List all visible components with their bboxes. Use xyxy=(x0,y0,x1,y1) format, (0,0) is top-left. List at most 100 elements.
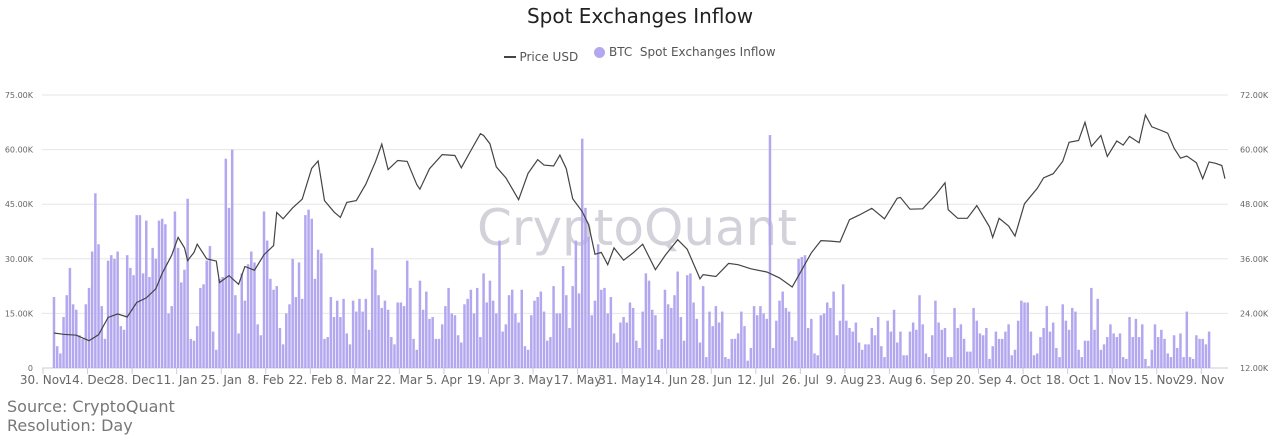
bar xyxy=(654,315,657,368)
bar xyxy=(841,284,845,368)
legend: Price USD BTC Spot Exchanges Inflow xyxy=(0,45,1280,64)
y-left-tick-label: 75.00K xyxy=(5,91,34,100)
bar xyxy=(666,304,670,368)
bar xyxy=(819,315,823,368)
bar xyxy=(545,340,549,368)
bar xyxy=(899,331,902,368)
bar xyxy=(386,309,390,368)
bar xyxy=(154,258,158,368)
bar xyxy=(1147,366,1150,368)
bar xyxy=(173,211,177,368)
bar xyxy=(129,267,132,368)
bar xyxy=(886,320,889,368)
bar xyxy=(536,297,539,368)
bar xyxy=(600,289,603,368)
bar xyxy=(1096,298,1099,368)
bar xyxy=(542,311,546,368)
bar xyxy=(399,302,403,368)
bar xyxy=(825,302,829,368)
bar xyxy=(835,335,839,368)
bar xyxy=(262,211,266,368)
bar xyxy=(911,322,915,368)
bar xyxy=(1010,355,1014,368)
bar xyxy=(383,300,387,368)
bar xyxy=(1141,324,1144,368)
x-tick-label: 28. Jun xyxy=(690,373,732,387)
bar xyxy=(1083,340,1087,368)
bar xyxy=(625,322,629,368)
bar xyxy=(679,317,683,368)
bar xyxy=(361,311,364,368)
bar xyxy=(450,313,454,368)
x-tick-label: 12. Jul xyxy=(737,373,774,387)
bar xyxy=(1204,344,1208,368)
bar xyxy=(622,317,625,368)
bar xyxy=(65,295,68,368)
bar xyxy=(972,307,975,368)
bar xyxy=(565,295,568,368)
bar xyxy=(180,282,183,368)
bar xyxy=(641,311,644,368)
bar xyxy=(670,307,673,368)
bar xyxy=(619,322,622,368)
bar xyxy=(1086,340,1090,368)
bar xyxy=(1201,338,1204,368)
legend-item-price[interactable]: Price USD xyxy=(504,50,578,64)
bar xyxy=(924,353,928,368)
bar xyxy=(1195,335,1198,368)
bar xyxy=(981,335,985,368)
bar xyxy=(332,317,336,368)
bar xyxy=(857,342,861,368)
bar xyxy=(552,286,555,368)
bar xyxy=(775,320,778,368)
y-right-tick-label: 24.00K xyxy=(1240,309,1269,318)
bar xyxy=(876,317,880,368)
x-tick-label: 23. Aug xyxy=(866,373,912,387)
bar xyxy=(447,287,450,368)
bar xyxy=(921,324,924,368)
bar xyxy=(577,293,581,368)
bar xyxy=(320,253,323,368)
bar xyxy=(138,215,142,368)
bar xyxy=(135,215,138,368)
bar xyxy=(587,236,590,368)
legend-item-inflow[interactable]: BTC Spot Exchanges Inflow xyxy=(594,45,776,59)
bar xyxy=(1112,333,1115,368)
bar xyxy=(740,311,743,368)
bar xyxy=(1134,318,1138,368)
bar xyxy=(78,335,81,368)
bar xyxy=(75,309,78,368)
bar xyxy=(695,318,699,368)
bar xyxy=(1169,357,1173,368)
bar xyxy=(106,260,110,368)
bar xyxy=(1067,329,1071,368)
bar xyxy=(145,220,148,368)
bar xyxy=(1172,335,1176,368)
bar xyxy=(208,246,212,368)
bar xyxy=(55,346,59,368)
bar xyxy=(405,260,409,368)
bar xyxy=(956,327,959,368)
bar xyxy=(966,351,969,368)
x-tick-label: 11. Jan xyxy=(156,373,197,387)
bar xyxy=(838,320,842,368)
bar xyxy=(294,297,298,368)
bar xyxy=(176,247,180,368)
bar xyxy=(1160,329,1163,368)
bar xyxy=(609,297,613,368)
bar xyxy=(335,300,339,368)
bar xyxy=(606,313,609,368)
bar xyxy=(539,291,543,368)
bar xyxy=(991,346,994,368)
bar xyxy=(1004,331,1007,368)
bar xyxy=(186,198,189,368)
bar xyxy=(339,317,342,368)
price-line xyxy=(53,113,1226,342)
bar xyxy=(673,295,676,368)
chart-title: Spot Exchanges Inflow xyxy=(526,4,754,28)
x-tick-label: 28. Dec xyxy=(109,373,155,387)
bar xyxy=(259,335,263,368)
bar xyxy=(889,331,893,368)
bar xyxy=(790,337,794,368)
